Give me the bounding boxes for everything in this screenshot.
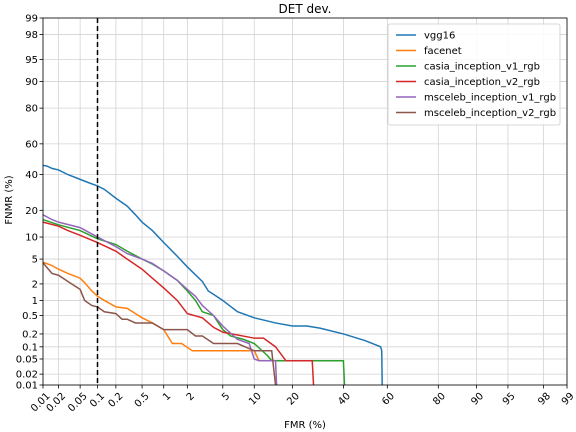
y-tick-label: 10 (25, 233, 38, 244)
y-tick-label: 2 (32, 279, 38, 290)
legend-label: facenet (424, 46, 462, 57)
y-tick-label: 60 (25, 139, 38, 150)
y-tick-label: 98 (25, 30, 38, 41)
x-tick-label: 2 (185, 391, 197, 403)
x-tick-label: 1 (161, 391, 173, 403)
y-tick-label: 20 (25, 206, 38, 217)
x-tick-label: 20 (285, 391, 302, 408)
y-tick-label: 0.1 (22, 342, 38, 353)
x-axis-label: FMR (%) (284, 420, 326, 431)
y-axis-label: FNMR (%) (4, 175, 15, 224)
y-tick-label: 99 (25, 14, 38, 25)
plot-frame (42, 17, 568, 386)
x-tick-label: 60 (380, 391, 397, 408)
x-tick-label: 98 (536, 391, 553, 408)
legend-box (387, 23, 561, 126)
legend-label: msceleb_inception_v2_rgb (424, 108, 556, 119)
y-ticks: 0.010.02 0.050.1 0.2 0.5 1 2 5 10 20 40 60 80 90 95 98… (16, 14, 43, 392)
x-tick-label: 0.05 (66, 391, 90, 415)
legend: vgg16 facenet casia_inception_v1_rgb casia_… (387, 23, 561, 126)
series-line-casia_inception_v2_rgb (42, 221, 315, 386)
x-tick-label: 5 (220, 391, 232, 403)
y-tick-label: 80 (25, 104, 38, 115)
y-tick-label: 90 (25, 77, 38, 88)
x-tick-label: 0.1 (88, 391, 107, 410)
x-tick-label: 95 (501, 391, 518, 408)
x-ticks: 0.010.020.050.1 0.2 0.5 1 2 5 10 20 40 60 80 90 95 98… (29, 385, 576, 414)
x-tick-label: 0.5 (133, 391, 152, 410)
y-tick-label: 0.02 (16, 370, 38, 381)
x-tick-label: 80 (431, 391, 448, 408)
y-tick-label: 40 (25, 170, 38, 181)
series-lines (42, 164, 383, 386)
x-tick-label: 40 (336, 391, 353, 408)
y-tick-label: 95 (25, 55, 38, 66)
x-tick-label: 99 (560, 391, 576, 408)
x-tick-label: 10 (247, 391, 264, 408)
y-tick-label: 0.2 (22, 329, 38, 340)
legend-label: msceleb_inception_v1_rgb (424, 93, 556, 104)
legend-label: vgg16 (424, 31, 455, 42)
series-line-msceleb_inception_v1_rgb (42, 214, 278, 386)
y-tick-label: 0.01 (16, 381, 38, 392)
series-line-msceleb_inception_v2_rgb (42, 262, 277, 386)
series-line-facenet (42, 261, 264, 362)
series-line-vgg16 (42, 164, 383, 386)
y-tick-label: 0.5 (22, 311, 38, 322)
y-tick-label: 0.05 (16, 354, 38, 365)
x-tick-label: 0.2 (107, 391, 126, 410)
chart-title: DET dev. (279, 2, 332, 16)
grid-lines (42, 17, 568, 386)
x-tick-label: 90 (469, 391, 486, 408)
legend-label: casia_inception_v2_rgb (424, 77, 540, 88)
y-tick-label: 1 (32, 296, 38, 307)
legend-label: casia_inception_v1_rgb (424, 62, 540, 73)
y-tick-label: 5 (32, 255, 38, 266)
